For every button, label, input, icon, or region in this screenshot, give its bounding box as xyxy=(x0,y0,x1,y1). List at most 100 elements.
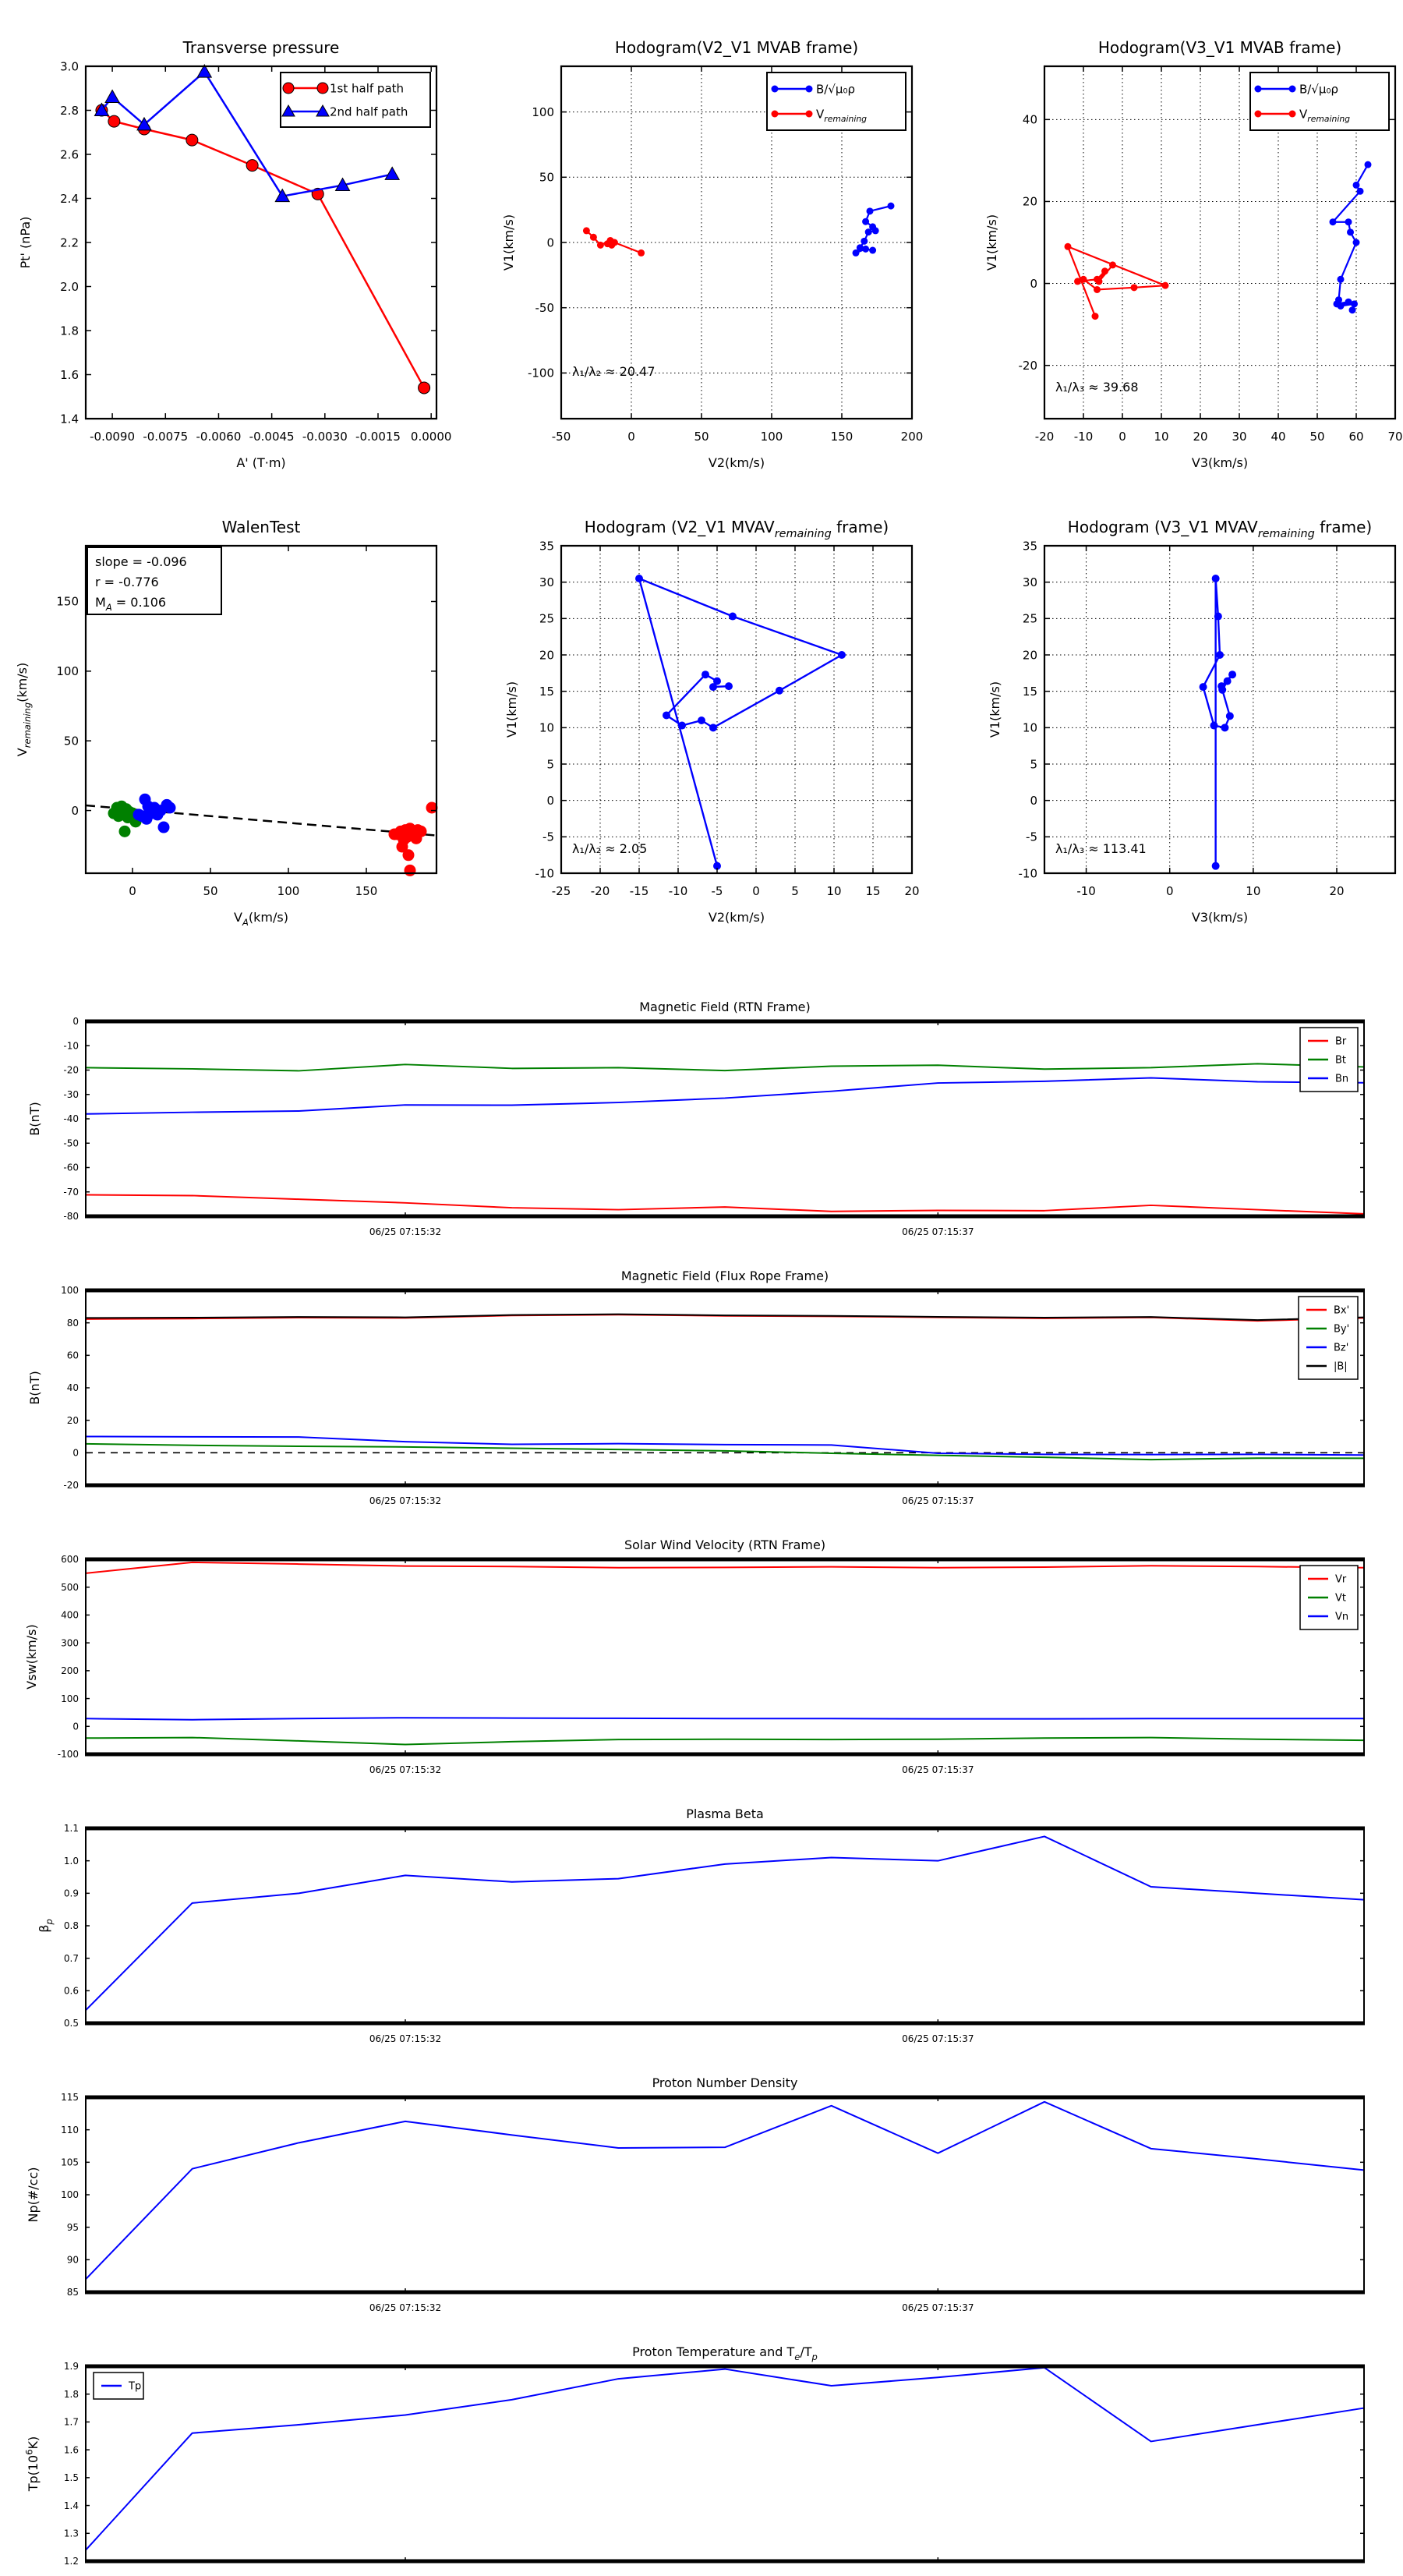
svg-text:-20: -20 xyxy=(63,1065,79,1076)
svg-text:r = -0.776: r = -0.776 xyxy=(95,575,159,589)
svg-text:Vn: Vn xyxy=(1335,1612,1348,1623)
svg-text:0: 0 xyxy=(1030,277,1037,291)
ticks: -50 0 50 100 150 200 -100 -50 0 50 100 xyxy=(528,66,923,444)
spines xyxy=(560,544,914,875)
svg-text:2.6: 2.6 xyxy=(60,147,79,161)
svg-text:A' (T·m): A' (T·m) xyxy=(236,455,285,470)
series-Bt xyxy=(85,1063,1365,1072)
svg-text:0: 0 xyxy=(1166,884,1174,898)
svg-text:06/25 07:15:32: 06/25 07:15:32 xyxy=(369,1495,441,1506)
svg-text:100: 100 xyxy=(61,1285,79,1296)
svg-text:10: 10 xyxy=(1023,721,1037,735)
svg-text:B/√μ₀ρ: B/√μ₀ρ xyxy=(816,82,855,96)
series-Bz' xyxy=(85,1435,1365,1456)
chart-vsw-rtn: 06/25 07:15:32 06/25 07:15:37 -100 0 100 200 3… xyxy=(24,1537,1365,1775)
series-B/sqrt(mu0 rho) xyxy=(852,202,895,257)
svg-text:0: 0 xyxy=(71,804,79,818)
svg-text:-0.0030: -0.0030 xyxy=(302,430,348,444)
svg-text:-0.0075: -0.0075 xyxy=(143,430,188,444)
ticks: 0 50 100 150 0 50 100 150 xyxy=(56,546,436,898)
svg-text:-50: -50 xyxy=(552,430,571,444)
svg-text:20: 20 xyxy=(67,1415,79,1426)
svg-text:-10: -10 xyxy=(535,866,555,880)
chart-b-fluxrope: 06/25 07:15:32 06/25 07:15:37 -20 0 20 40 60 80… xyxy=(27,1269,1365,1506)
svg-text:Transverse pressure: Transverse pressure xyxy=(182,38,340,57)
svg-text:115: 115 xyxy=(61,2092,79,2103)
svg-text:2.8: 2.8 xyxy=(60,104,79,118)
chart-walen-test: 0 50 100 150 0 50 100 150 WalenTest VA(km/s) Vrema… xyxy=(15,518,438,928)
svg-text:-40: -40 xyxy=(63,1113,79,1124)
svg-text:95: 95 xyxy=(67,2222,79,2233)
svg-text:Bx': Bx' xyxy=(1334,1305,1349,1317)
svg-text:B(nT): B(nT) xyxy=(27,1371,42,1404)
series-Tp xyxy=(85,2366,1365,2551)
svg-text:5: 5 xyxy=(546,757,554,771)
svg-text:500: 500 xyxy=(61,1582,79,1593)
svg-text:-5: -5 xyxy=(1026,830,1037,844)
series-V_remaining xyxy=(582,227,645,257)
series-beta_p xyxy=(85,1835,1365,2012)
svg-text:20: 20 xyxy=(1193,430,1207,444)
svg-text:06/25 07:15:32: 06/25 07:15:32 xyxy=(369,1226,441,1237)
svg-text:1.6: 1.6 xyxy=(60,368,79,382)
spines xyxy=(85,1826,1365,2026)
series-V hodogram xyxy=(1199,575,1237,870)
svg-text:50: 50 xyxy=(1309,430,1324,444)
svg-text:Bz': Bz' xyxy=(1334,1343,1348,1354)
ticks: -20 -10 0 10 20 30 40 50 60 70 -20 0 20 40 xyxy=(1019,66,1403,444)
svg-text:06/25 07:15:37: 06/25 07:15:37 xyxy=(902,1226,974,1237)
svg-text:Bt: Bt xyxy=(1335,1055,1346,1067)
svg-text:1.5: 1.5 xyxy=(64,2472,79,2483)
svg-text:-100: -100 xyxy=(528,366,554,380)
chart-proton-density: 06/25 07:15:32 06/25 07:15:37 85 90 95 100 105… xyxy=(26,2075,1365,2313)
chart-hodogram-v3v1-mvav: -10 0 10 20 -10 -5 0 5 10 15 20 25 30 35 Hodogram (V3_… xyxy=(988,518,1397,925)
svg-text:Magnetic Field (RTN Frame): Magnetic Field (RTN Frame) xyxy=(639,1000,810,1014)
series-B/sqrt(mu0 rho) xyxy=(1329,161,1372,314)
svg-text:0: 0 xyxy=(752,884,760,898)
svg-text:Vt: Vt xyxy=(1335,1593,1346,1605)
series-Vr xyxy=(85,1561,1365,1574)
svg-text:Proton Number Density: Proton Number Density xyxy=(652,2075,798,2090)
svg-text:Vremaining: Vremaining xyxy=(1299,107,1350,124)
series-V_remaining xyxy=(1064,242,1169,320)
series-|B| xyxy=(85,1313,1365,1322)
svg-text:1.7: 1.7 xyxy=(64,2417,79,2428)
chart-hodogram-v2v1-mvav: -25 -20 -15 -10 -5 0 5 10 15 20 -10 -5 0 5 10 15 20 25 30 3… xyxy=(504,518,920,925)
svg-text:40: 40 xyxy=(1023,113,1037,127)
svg-text:Tp: Tp xyxy=(128,2381,141,2393)
svg-text:-25: -25 xyxy=(552,884,571,898)
svg-text:2.0: 2.0 xyxy=(60,280,79,294)
svg-text:-10: -10 xyxy=(669,884,688,898)
ticks: 06/25 07:15:32 06/25 07:15:37 0.5 0.6 0.7 0.8… xyxy=(64,1823,1364,2044)
svg-text:20: 20 xyxy=(539,648,554,662)
svg-text:300: 300 xyxy=(61,1637,79,1648)
svg-text:25: 25 xyxy=(539,612,554,626)
svg-text:-0.0060: -0.0060 xyxy=(196,430,242,444)
svg-text:100: 100 xyxy=(61,2189,79,2200)
svg-text:15: 15 xyxy=(1023,685,1037,699)
svg-text:V1(km/s): V1(km/s) xyxy=(504,681,519,738)
legend: 1st half path 2nd half path xyxy=(280,72,431,128)
svg-text:V2(km/s): V2(km/s) xyxy=(709,910,765,925)
svg-text:0: 0 xyxy=(72,1448,79,1459)
svg-text:80: 80 xyxy=(67,1318,79,1329)
svg-text:1.8: 1.8 xyxy=(64,2389,79,2400)
ticks: 06/25 07:15:32 06/25 07:15:37 -80 -70 -60 -50… xyxy=(63,1016,1364,1237)
svg-text:-20: -20 xyxy=(1019,359,1038,373)
svg-text:2nd half path: 2nd half path xyxy=(330,104,408,119)
svg-text:20: 20 xyxy=(904,884,919,898)
spines xyxy=(85,1557,1365,1757)
series-Vt xyxy=(85,1736,1365,1746)
svg-text:06/25 07:15:32: 06/25 07:15:32 xyxy=(369,1764,441,1775)
svg-text:0: 0 xyxy=(129,884,136,898)
svg-text:-100: -100 xyxy=(58,1749,79,1760)
svg-text:λ₁/λ₂ ≈ 2.05: λ₁/λ₂ ≈ 2.05 xyxy=(572,841,647,856)
svg-text:-50: -50 xyxy=(63,1138,79,1148)
svg-text:10: 10 xyxy=(1246,884,1260,898)
svg-text:Br: Br xyxy=(1335,1036,1347,1048)
svg-text:-10: -10 xyxy=(1076,884,1096,898)
svg-text:1.2: 1.2 xyxy=(64,2556,79,2567)
spines xyxy=(85,2364,1365,2564)
series-1st half path xyxy=(95,104,431,395)
